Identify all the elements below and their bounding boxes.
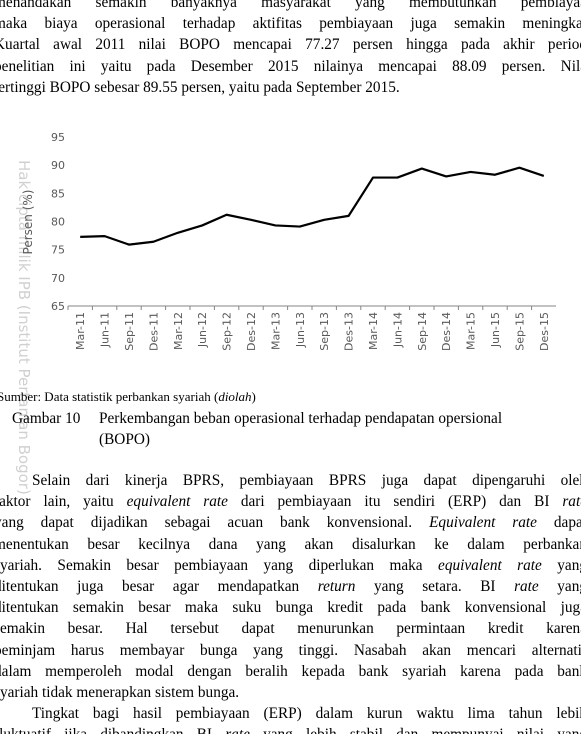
text: faktor lain, yaitu — [0, 493, 127, 511]
x-tick-label: Jun-14 — [391, 312, 404, 348]
text-line: penelitian ini yaitu pada Desember 2015 … — [0, 58, 581, 76]
text: Kuartal awal 2011 nilai BOPO mencapai 77… — [0, 36, 581, 54]
text-line: syariah tidak menerapkan sistem bunga. — [0, 684, 581, 702]
text-line: ditentukan juga besar agar mendapatkan r… — [0, 578, 581, 596]
italic-text: return — [317, 578, 356, 595]
text: yang — [557, 556, 581, 574]
y-tick-label: 85 — [51, 187, 65, 200]
text: tertinggi BOPO sebesar 89.55 persen, yai… — [0, 78, 400, 96]
data-line — [80, 166, 545, 246]
text-line: menandakan semakin banyaknya masyarakat … — [0, 0, 581, 12]
text-line: menentukan besar kecilnya dana yang akan… — [0, 536, 581, 554]
y-tick-label: 65 — [51, 300, 65, 313]
chart: Persen (%) 65 70 75 80 85 90 95 Mar-11 Jun-11 Sep… — [21, 131, 556, 351]
text-line: semakin besar. Hal tersebut dapat menuru… — [0, 620, 581, 638]
x-tick-label: Mar-11 — [74, 312, 87, 350]
text: maka biaya operasional terhadap aktifita… — [0, 15, 581, 33]
text: syariah tidak menerapkan sistem bunga. — [0, 684, 240, 701]
text: dalam memperoleh modal dengan beralih ke… — [0, 662, 581, 680]
y-axis-label: Persen (%) — [21, 190, 35, 255]
caption-text: (BOPO) — [99, 431, 150, 448]
text-line: tertinggi BOPO sebesar 89.55 persen, yai… — [0, 79, 581, 97]
text: ditentukan juga besar agar mendapatkan — [0, 578, 318, 595]
x-tick-label: Des-13 — [343, 312, 356, 351]
text-line: maka biaya operasional terhadap aktifita… — [0, 15, 581, 33]
italic-text: rate — [562, 493, 581, 511]
x-tick-label: Des-11 — [147, 312, 160, 351]
text-line: Kuartal awal 2011 nilai BOPO mencapai 77… — [0, 36, 581, 54]
text: Sumber: Data statistik perbankan syariah… — [0, 389, 219, 404]
y-tick-label: 90 — [51, 159, 65, 172]
x-tick-label: Des-15 — [538, 312, 551, 351]
text: menandakan semakin banyaknya masyarakat … — [0, 0, 581, 11]
text: Selain dari kinerja BPRS, pembiayaan BPR… — [32, 472, 581, 489]
italic-text: diolah — [218, 389, 252, 404]
text: Tingkat bagi hasil pembiayaan (ERP) dala… — [32, 705, 581, 723]
x-tick-label: Jun-11 — [99, 312, 112, 348]
text-line: Selain dari kinerja BPRS, pembiayaan BPR… — [32, 472, 581, 490]
text: yang lebih stabil dan mempunyai nilai ya… — [250, 726, 581, 734]
x-tick-label: Mar-15 — [465, 312, 478, 350]
text: fluktuatif jika dibandingkan BI — [0, 726, 225, 734]
x-tick-label: Mar-14 — [367, 312, 380, 350]
x-tick-label: Sep-15 — [513, 312, 526, 351]
italic-text: equivalent rate — [438, 556, 542, 574]
x-tick-label: Sep-12 — [221, 312, 234, 351]
text-line: yang dapat dijadikan sebagai acuan bank … — [0, 514, 581, 532]
x-tick-label: Des-12 — [245, 312, 258, 351]
text: syariah. Semakin besar pembiayaan yang d… — [0, 556, 439, 574]
text-line: dalam memperoleh modal dengan beralih ke… — [0, 663, 581, 681]
italic-text: equivalent rate — [126, 493, 228, 511]
caption-text: Perkembangan beban operasional terhadap … — [99, 410, 503, 427]
text: semakin besar. Hal tersebut dapat menuru… — [0, 620, 581, 638]
text-line: ditentukan semakin besar maka suku bunga… — [0, 599, 581, 617]
y-tick-label: 75 — [51, 244, 65, 257]
caption-label: Gambar 10 — [12, 410, 81, 427]
x-tick-label: Des-14 — [440, 312, 453, 351]
x-tick-label: Jun-12 — [196, 312, 209, 348]
watermark: Hak cipta milik IPB (Institut Pertanian … — [15, 160, 33, 495]
text: ) — [251, 389, 256, 404]
y-tick-label: 80 — [51, 216, 65, 229]
text-line: syariah. Semakin besar pembiayaan yang d… — [0, 557, 581, 575]
italic-text: rate — [514, 578, 539, 595]
text-line: fluktuatif jika dibandingkan BI rate yan… — [0, 726, 581, 734]
text: ditentukan semakin besar maka suku bunga… — [0, 599, 581, 617]
text: yang setara. BI — [355, 578, 515, 595]
text: peminjam harus membayar bunga yang tingg… — [0, 641, 581, 659]
italic-text: Equivalent rate — [429, 514, 537, 532]
text: yang — [557, 578, 581, 595]
x-tick-label: Sep-11 — [123, 312, 136, 351]
italic-text: rate — [225, 726, 250, 734]
x-tick-label: Mar-12 — [172, 312, 185, 350]
x-tick-label: Mar-13 — [269, 312, 282, 350]
text-line: faktor lain, yaitu equivalent rate dari … — [0, 493, 581, 511]
y-tick-label: 95 — [51, 131, 65, 144]
text: menentukan besar kecilnya dana yang akan… — [0, 535, 581, 553]
text: yang dapat dijadikan sebagai acuan bank … — [0, 514, 430, 532]
text: penelitian ini yaitu pada Desember 2015 … — [0, 57, 581, 75]
y-tick-label: 70 — [51, 272, 65, 285]
text: dapat — [553, 514, 581, 532]
text-line: peminjam harus membayar bunga yang tingg… — [0, 642, 581, 660]
x-tick-label: Sep-13 — [318, 312, 331, 351]
x-tick-label: Jun-13 — [294, 312, 307, 348]
text-line: Tingkat bagi hasil pembiayaan (ERP) dala… — [32, 705, 581, 723]
x-tick-label: Sep-14 — [416, 312, 429, 351]
source-note: Sumber: Data statistik perbankan syariah… — [0, 388, 397, 406]
x-tick-label: Jun-15 — [489, 312, 502, 348]
text: dari pembiayaan itu sendiri (ERP) dan BI — [227, 493, 563, 511]
